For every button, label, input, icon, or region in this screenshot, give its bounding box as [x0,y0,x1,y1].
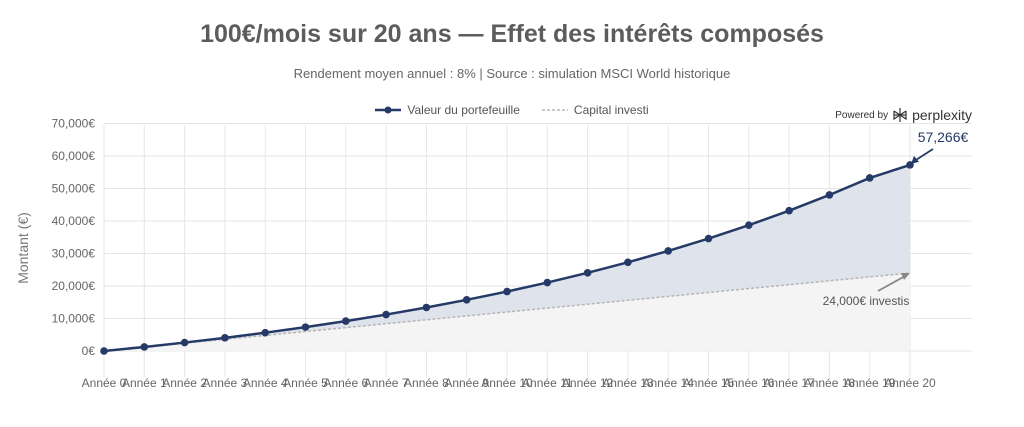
portfolio-point [462,296,471,304]
portfolio-point [301,323,310,331]
perplexity-wordmark: perplexity [912,107,972,123]
legend-label-portfolio: Valeur du portefeuille [407,103,520,117]
portfolio-point [140,343,149,351]
x-tick-label: Année 18 [804,376,856,390]
legend-line-portfolio-icon [375,106,402,114]
y-axis-title: Montant (€) [15,212,31,284]
portfolio-point [865,174,874,182]
x-tick-label: Année 11 [522,376,573,390]
legend-item-capital[interactable]: Capital investi [541,103,649,117]
x-tick-label: Année 15 [683,376,735,390]
portfolio-point [221,334,229,342]
capital-annotation-label: 24,000€ investis [823,294,910,308]
powered-by-label: Powered by [835,109,889,121]
chart-legend: Valeur du portefeuille Capital investi [0,103,1024,117]
x-tick-label: Année 0 [82,376,127,390]
portfolio-arrowhead-icon [911,155,919,164]
y-tick-label: 10,000€ [52,312,96,326]
portfolio-point [422,303,431,312]
x-tick-label: Année 12 [562,376,614,390]
chart-subtitle: Rendement moyen annuel : 8% | Source : s… [293,66,731,81]
legend-line-capital-icon [541,109,568,111]
portfolio-area [104,164,910,351]
portfolio-point [543,278,552,287]
x-tick-label: Année 8 [404,376,449,390]
x-tick-label: Année 16 [723,376,775,390]
legend-label-capital: Capital investi [573,103,649,117]
x-tick-label: Année 13 [602,376,654,390]
portfolio-point [745,221,753,229]
portfolio-point [664,247,672,255]
x-tick-label: Année 5 [283,376,328,390]
portfolio-point [100,347,108,355]
x-tick-label: Année 19 [844,376,896,390]
x-tick-label: Année 9 [444,376,489,390]
y-tick-label: 30,000€ [52,247,96,261]
perplexity-logo-icon [893,108,907,122]
chart-title: 100€/mois sur 20 ans — Effet des intérêt… [200,20,824,48]
x-tick-label: Année 7 [364,376,409,390]
x-tick-label: Année 6 [323,376,368,390]
portfolio-annotation-label: 57,266€ [918,129,969,145]
annotation-layer: 57,266€ 24,000€ investis [823,129,969,308]
portfolio-point [785,206,793,215]
x-tick-label: Année 20 [884,376,936,390]
x-tick-label: Année 1 [122,376,167,390]
y-tick-label: 50,000€ [52,182,96,196]
portfolio-point [382,310,390,319]
axis-layer: 0€ 10,000€ 20,000€ 30,000€ 40,000€ 50,000€ 60,… [15,117,936,391]
y-tick-label: 20,000€ [52,279,96,293]
legend-item-portfolio[interactable]: Valeur du portefeuille [375,103,520,117]
portfolio-point [261,328,270,337]
capital-annotation-arrow [877,274,908,292]
y-tick-label: 40,000€ [52,214,96,228]
x-tick-label: Année 10 [481,376,533,390]
portfolio-point [342,317,350,325]
y-tick-label: 70,000€ [52,117,96,131]
x-tick-label: Année 3 [203,376,248,390]
y-tick-label: 0€ [82,344,96,358]
portfolio-point [624,258,632,267]
capital-arrowhead-icon [901,273,910,280]
portfolio-point [704,234,713,243]
portfolio-point [180,338,189,347]
perplexity-branding[interactable]: Powered by perplexity [835,107,972,123]
x-tick-label: Année 4 [243,376,288,390]
y-tick-label: 60,000€ [52,149,96,163]
portfolio-point [503,287,511,296]
portfolio-point [583,269,592,277]
x-tick-label: Année 14 [643,376,695,390]
x-tick-label: Année 2 [162,376,207,390]
portfolio-point [825,191,834,199]
x-tick-label: Année 17 [763,376,815,390]
